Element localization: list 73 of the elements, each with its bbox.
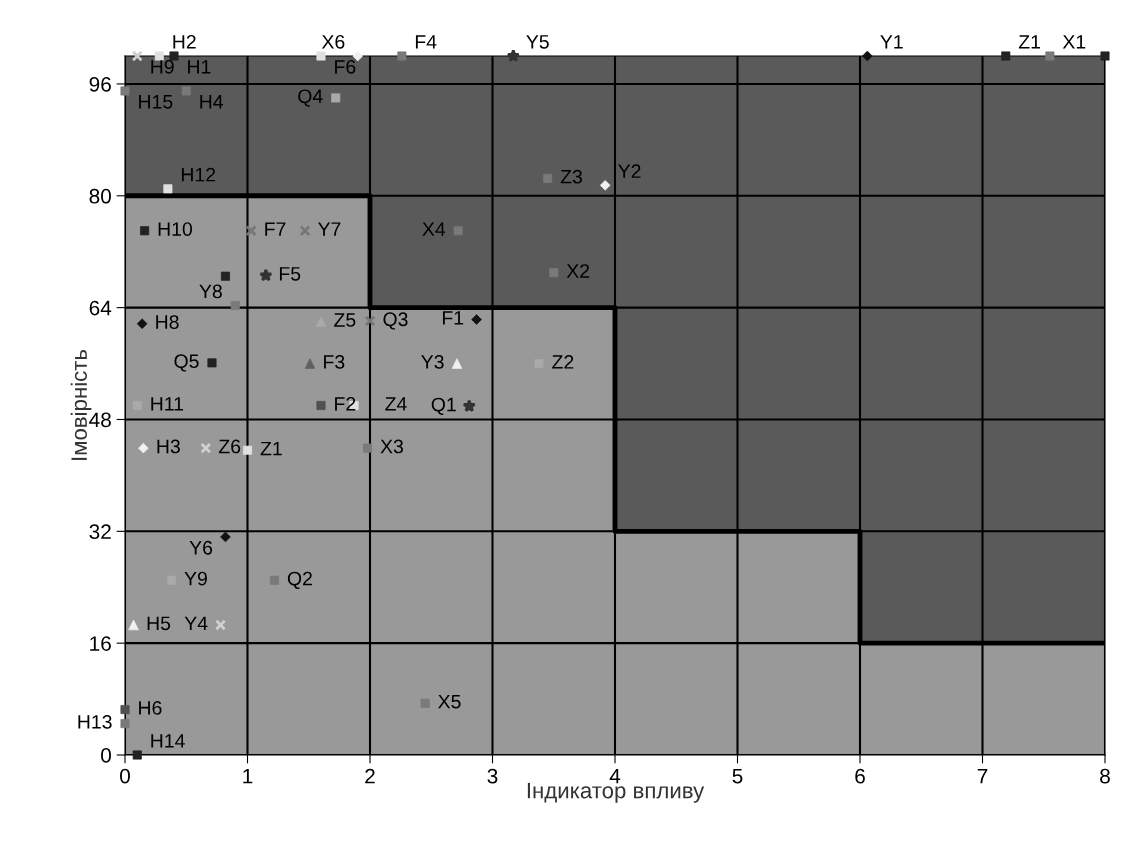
point (245, 225, 257, 237)
annotation: Z3 (560, 169, 582, 184)
annotation: F1 (442, 311, 464, 325)
x-tick-label: 2 (365, 768, 375, 784)
annotation: Z5 (334, 313, 356, 327)
point (259, 268, 273, 282)
y-tick-label: 80 (89, 188, 111, 204)
annotation: Q1 (431, 397, 456, 415)
x-tick-label: 8 (1100, 768, 1110, 784)
annotation: H12 (181, 167, 216, 182)
annotation: H8 (156, 315, 179, 329)
x-tick-label: 4 (609, 768, 621, 784)
annotation: F2 (335, 396, 356, 411)
x-tick-label: 7 (977, 768, 988, 784)
annotation: Y5 (526, 35, 549, 49)
point (299, 225, 311, 237)
annotation: Q3 (383, 312, 408, 330)
annotation: H4 (200, 95, 224, 109)
annotation: X4 (422, 222, 446, 236)
annotation: Y7 (318, 222, 341, 236)
annotation: F7 (265, 222, 286, 236)
annotation: H3 (157, 439, 180, 454)
x-axis-title: Індикатор впливу (527, 782, 705, 803)
annotation: H6 (139, 701, 162, 715)
y-tick-label: 64 (89, 300, 112, 316)
point (131, 50, 143, 62)
annotation: Y1 (880, 35, 903, 49)
annotation: X3 (380, 439, 403, 454)
annotation: Z2 (552, 355, 574, 369)
annotation: Y3 (421, 355, 444, 369)
annotation: H2 (173, 34, 196, 49)
annotation: Y9 (184, 571, 207, 586)
point (506, 49, 520, 62)
annotation: F6 (335, 59, 356, 74)
annotation: Z1 (260, 441, 282, 456)
point (462, 399, 476, 413)
annotation: H13 (78, 715, 112, 729)
annotation: H1 (188, 60, 211, 74)
annotation: F3 (324, 355, 345, 369)
annotation: Q4 (298, 89, 323, 107)
x-tick-label: 3 (487, 768, 498, 784)
annotation: Q2 (287, 571, 312, 589)
annotation: H14 (151, 734, 185, 748)
x-tick-label: 1 (243, 768, 253, 784)
point (364, 315, 376, 327)
y-tick-label: 32 (89, 524, 111, 540)
x-tick-label: 6 (855, 768, 865, 784)
annotation: H11 (151, 397, 184, 411)
annotation: X2 (566, 264, 590, 278)
annotation: Z6 (218, 439, 241, 454)
point (200, 442, 212, 454)
annotation: F5 (279, 267, 301, 281)
annotation: H5 (147, 616, 171, 631)
annotation: Y8 (199, 284, 222, 299)
point (214, 619, 227, 631)
annotation: Z1 (1018, 35, 1041, 49)
annotation: H15 (139, 95, 173, 109)
y-tick-label: 16 (90, 636, 111, 651)
annotation: Z4 (385, 397, 407, 411)
annotation: Y6 (189, 540, 213, 555)
annotation: X1 (1062, 35, 1086, 49)
annotation: H9 (151, 59, 174, 74)
y-tick-label: 96 (89, 76, 111, 92)
annotation: H10 (158, 222, 193, 236)
x-tick-label: 5 (732, 768, 743, 784)
annotation: X6 (321, 34, 345, 49)
annotation: Q5 (174, 354, 199, 372)
annotation: Y2 (618, 164, 641, 178)
annotation: X5 (438, 694, 461, 709)
x-tick-label: 0 (120, 768, 130, 784)
annotation: Y4 (184, 616, 208, 631)
y-tick-label: 0 (101, 748, 111, 763)
annotation: F4 (415, 35, 437, 49)
